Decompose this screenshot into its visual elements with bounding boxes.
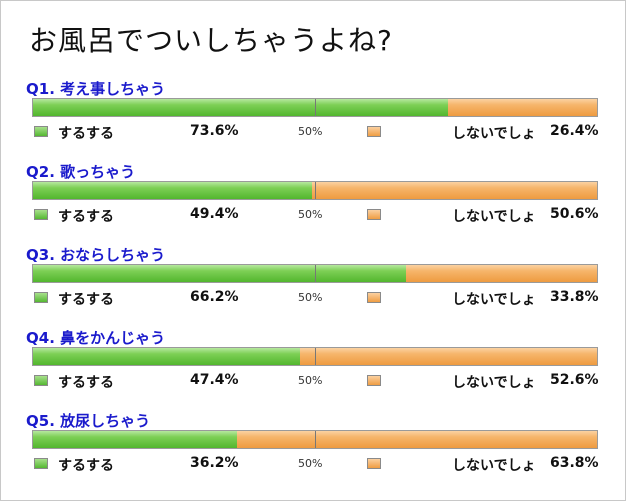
legend-swatch-yes xyxy=(34,126,48,137)
question-label: Q1. 考え事しちゃう xyxy=(26,80,166,98)
bar-segment-yes xyxy=(33,99,449,116)
legend-label-yes: するする xyxy=(58,126,114,142)
legend-row: するする 47.4% 50% しないでしょ 52.6% xyxy=(0,372,626,392)
midline-label: 50% xyxy=(298,291,323,304)
bar-segment-no xyxy=(237,431,597,448)
stacked-bar xyxy=(32,264,598,283)
value-label-yes: 47.4% xyxy=(190,372,239,388)
bar-segment-no xyxy=(311,182,597,199)
legend-swatch-yes xyxy=(34,458,48,469)
stacked-bar xyxy=(32,181,598,200)
question-block: Q5. 放尿しちゃう するする 36.2% 50% しないでしょ 63.8% xyxy=(0,410,626,493)
midline-tick xyxy=(315,348,316,365)
midline-tick xyxy=(315,182,316,199)
legend-label-no: しないでしょ xyxy=(452,209,536,225)
question-label: Q5. 放尿しちゃう xyxy=(26,412,151,430)
bar-segment-yes xyxy=(33,265,407,282)
legend-label-yes: するする xyxy=(58,209,114,225)
stacked-bar xyxy=(32,98,598,117)
stacked-bar xyxy=(32,430,598,449)
value-label-no: 52.6% xyxy=(550,372,599,388)
value-label-no: 26.4% xyxy=(550,123,599,139)
midline-tick xyxy=(315,99,316,116)
question-block: Q1. 考え事しちゃうするする 73.6% 50% しないでしょ 26.4% xyxy=(0,78,626,161)
bar-segment-no xyxy=(300,348,597,365)
legend-label-yes: するする xyxy=(58,458,114,474)
question-block: Q2. 歌っちゃうするする 49.4% 50% しないでしょ 50.6% xyxy=(0,161,626,244)
legend-swatch-no xyxy=(367,458,381,469)
legend-label-yes: するする xyxy=(58,375,114,391)
value-label-no: 50.6% xyxy=(550,206,599,222)
legend-label-no: しないでしょ xyxy=(452,292,536,308)
legend-label-no: しないでしょ xyxy=(452,458,536,474)
legend-swatch-no xyxy=(367,126,381,137)
legend-row: するする 36.2% 50% しないでしょ 63.8% xyxy=(0,455,626,475)
question-block: Q3. おならしちゃうするする 66.2% 50% しないでしょ 33.8% xyxy=(0,244,626,327)
legend-row: するする 73.6% 50% しないでしょ 26.4% xyxy=(0,123,626,143)
chart-title: お風呂でついしちゃうよね? xyxy=(29,24,393,57)
midline-label: 50% xyxy=(298,208,323,221)
question-block: Q4. 鼻をかんじゃうするする 47.4% 50% しないでしょ 52.6% xyxy=(0,327,626,410)
legend-swatch-yes xyxy=(34,375,48,386)
legend-swatch-no xyxy=(367,209,381,220)
bar-segment-no xyxy=(406,265,597,282)
bar-segment-yes xyxy=(33,182,312,199)
legend-swatch-yes xyxy=(34,209,48,220)
midline-label: 50% xyxy=(298,457,323,470)
value-label-yes: 66.2% xyxy=(190,289,239,305)
stacked-bar xyxy=(32,347,598,366)
midline-tick xyxy=(315,265,316,282)
legend-row: するする 49.4% 50% しないでしょ 50.6% xyxy=(0,206,626,226)
legend-swatch-yes xyxy=(34,292,48,303)
value-label-no: 33.8% xyxy=(550,289,599,305)
legend-row: するする 66.2% 50% しないでしょ 33.8% xyxy=(0,289,626,309)
legend-label-no: しないでしょ xyxy=(452,375,536,391)
value-label-yes: 36.2% xyxy=(190,455,239,471)
question-label: Q4. 鼻をかんじゃう xyxy=(26,329,166,347)
question-label: Q3. おならしちゃう xyxy=(26,246,166,264)
legend-label-no: しないでしょ xyxy=(452,126,536,142)
bar-segment-yes xyxy=(33,348,301,365)
legend-label-yes: するする xyxy=(58,292,114,308)
midline-label: 50% xyxy=(298,374,323,387)
value-label-no: 63.8% xyxy=(550,455,599,471)
midline-label: 50% xyxy=(298,125,323,138)
question-label: Q2. 歌っちゃう xyxy=(26,163,136,181)
bar-segment-no xyxy=(448,99,597,116)
bar-segment-yes xyxy=(33,431,238,448)
legend-swatch-no xyxy=(367,292,381,303)
midline-tick xyxy=(315,431,316,448)
legend-swatch-no xyxy=(367,375,381,386)
value-label-yes: 73.6% xyxy=(190,123,239,139)
value-label-yes: 49.4% xyxy=(190,206,239,222)
